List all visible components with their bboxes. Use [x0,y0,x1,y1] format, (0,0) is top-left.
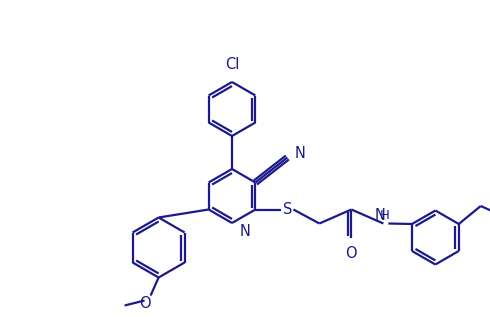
Text: Cl: Cl [225,57,239,72]
Text: H: H [379,209,390,222]
Text: N: N [375,208,386,223]
Text: O: O [345,247,357,262]
Text: N: N [294,146,305,161]
Text: S: S [283,202,292,217]
Text: N: N [240,223,251,238]
Text: O: O [139,296,150,311]
